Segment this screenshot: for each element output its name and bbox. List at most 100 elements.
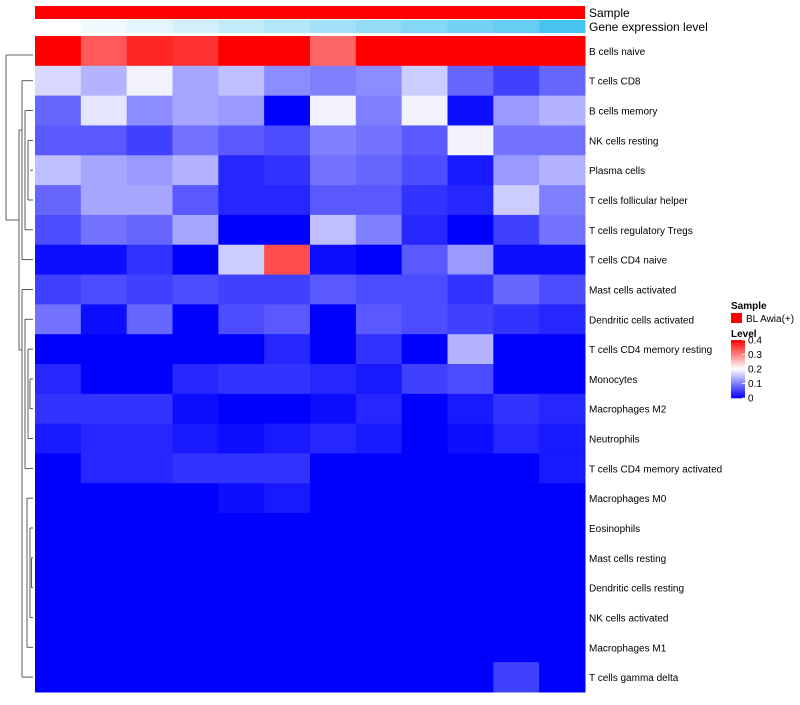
heatmap-cell (218, 483, 265, 514)
heatmap-cell (35, 393, 82, 425)
row-label: T cells CD4 memory activated (589, 464, 722, 475)
legend-gradient-step (731, 387, 745, 390)
heatmap-cell (35, 662, 82, 693)
legend-gradient-step (731, 341, 745, 344)
legend-gradient-step (731, 386, 745, 389)
heatmap-cell (264, 95, 311, 126)
heatmap-cell (80, 125, 128, 156)
legend-gradient-step (731, 382, 745, 384)
heatmap-cell (447, 423, 494, 454)
row-label: NK cells resting (589, 136, 658, 147)
heatmap-cell (35, 65, 82, 97)
legend-gradient-step (731, 373, 745, 376)
heatmap-cells (35, 36, 586, 693)
heatmap-cell (80, 36, 128, 67)
heatmap-cell (218, 65, 265, 97)
legend-gradient-step (731, 344, 745, 347)
heatmap-cell (493, 364, 540, 395)
heatmap-cell (172, 125, 219, 156)
legend-gradient-step (731, 369, 745, 371)
heatmap-cell (401, 602, 448, 633)
heatmap-cell (35, 602, 82, 633)
heatmap-cell (126, 244, 173, 276)
heatmap-cell (126, 602, 173, 633)
heatmap-cell (493, 662, 540, 693)
row-label: B cells memory (589, 107, 657, 118)
heatmap-cell (310, 214, 357, 246)
heatmap-cell (539, 662, 586, 693)
heatmap-cell (401, 453, 448, 484)
heatmap-cell (172, 65, 219, 97)
heatmap-cell (493, 65, 540, 97)
heatmap-cell (401, 185, 448, 216)
heatmap-cell (355, 513, 403, 544)
heatmap-cell (126, 423, 173, 454)
legend-gradient-step (731, 363, 745, 365)
heatmap-cell (80, 662, 128, 693)
heatmap-cell (218, 513, 265, 544)
legend-tick-label: 0.3 (748, 350, 762, 361)
heatmap-cell (80, 95, 128, 126)
expression-track-cell (35, 20, 82, 33)
heatmap-cell (172, 274, 219, 305)
heatmap-cell (401, 125, 448, 156)
heatmap-cell (218, 453, 265, 484)
expression-track-cell (355, 20, 403, 33)
heatmap-cell (447, 214, 494, 246)
heatmap-cell (172, 155, 219, 186)
heatmap-cell (493, 393, 540, 425)
legend-gradient-step (731, 357, 745, 360)
heatmap-cell (80, 364, 128, 395)
heatmap-cell (355, 572, 403, 604)
heatmap-cell (493, 125, 540, 156)
heatmap-cell (493, 423, 540, 454)
heatmap-cell (126, 542, 173, 574)
heatmap-cell (539, 483, 586, 514)
row-dendrogram (5, 54, 33, 678)
heatmap-cell (264, 423, 311, 454)
legend-gradient-step (731, 389, 745, 392)
heatmap-cell (80, 602, 128, 633)
legend-gradient-step (731, 355, 745, 358)
heatmap-cell (447, 185, 494, 216)
heatmap-cell (310, 662, 357, 693)
heatmap-cell (126, 36, 173, 67)
heatmap-cell (355, 393, 403, 425)
heatmap-cell (218, 36, 265, 67)
heatmap-cell (172, 304, 219, 335)
heatmap-cell (80, 513, 128, 544)
heatmap-cell (355, 36, 403, 67)
heatmap-cell (126, 214, 173, 246)
heatmap-cell (126, 393, 173, 425)
heatmap-cell (310, 304, 357, 335)
heatmap-cell (539, 65, 586, 97)
heatmap-cell (172, 572, 219, 604)
heatmap-cell (447, 95, 494, 126)
heatmap-cell (172, 483, 219, 514)
heatmap-cell (80, 393, 128, 425)
legend-gradient-step (731, 390, 745, 393)
legend-gradient-step (731, 383, 745, 386)
heatmap-cell (172, 423, 219, 454)
expression-track-cell (80, 20, 128, 33)
row-label: Dendritic cells resting (589, 584, 684, 595)
heatmap-cell (264, 36, 311, 67)
heatmap-cell (264, 274, 311, 305)
heatmap-cell (310, 483, 357, 514)
heatmap-cell (172, 95, 219, 126)
row-label: T cells follicular helper (589, 196, 688, 207)
heatmap-cell (80, 274, 128, 305)
expression-track-cell (172, 20, 219, 33)
heatmap-cell (355, 185, 403, 216)
heatmap-cell (218, 423, 265, 454)
legend: Sample BL Awia(+) Level 0.4 0.3 0.2 0.1 0 (731, 301, 794, 405)
heatmap-cell (310, 95, 357, 126)
heatmap-cell (401, 572, 448, 604)
heatmap-cell (447, 513, 494, 544)
heatmap-cell (35, 155, 82, 186)
heatmap-cell (172, 334, 219, 365)
heatmap-cell (493, 304, 540, 335)
heatmap-cell (493, 632, 540, 663)
heatmap-cell (218, 125, 265, 156)
heatmap-cell (218, 214, 265, 246)
